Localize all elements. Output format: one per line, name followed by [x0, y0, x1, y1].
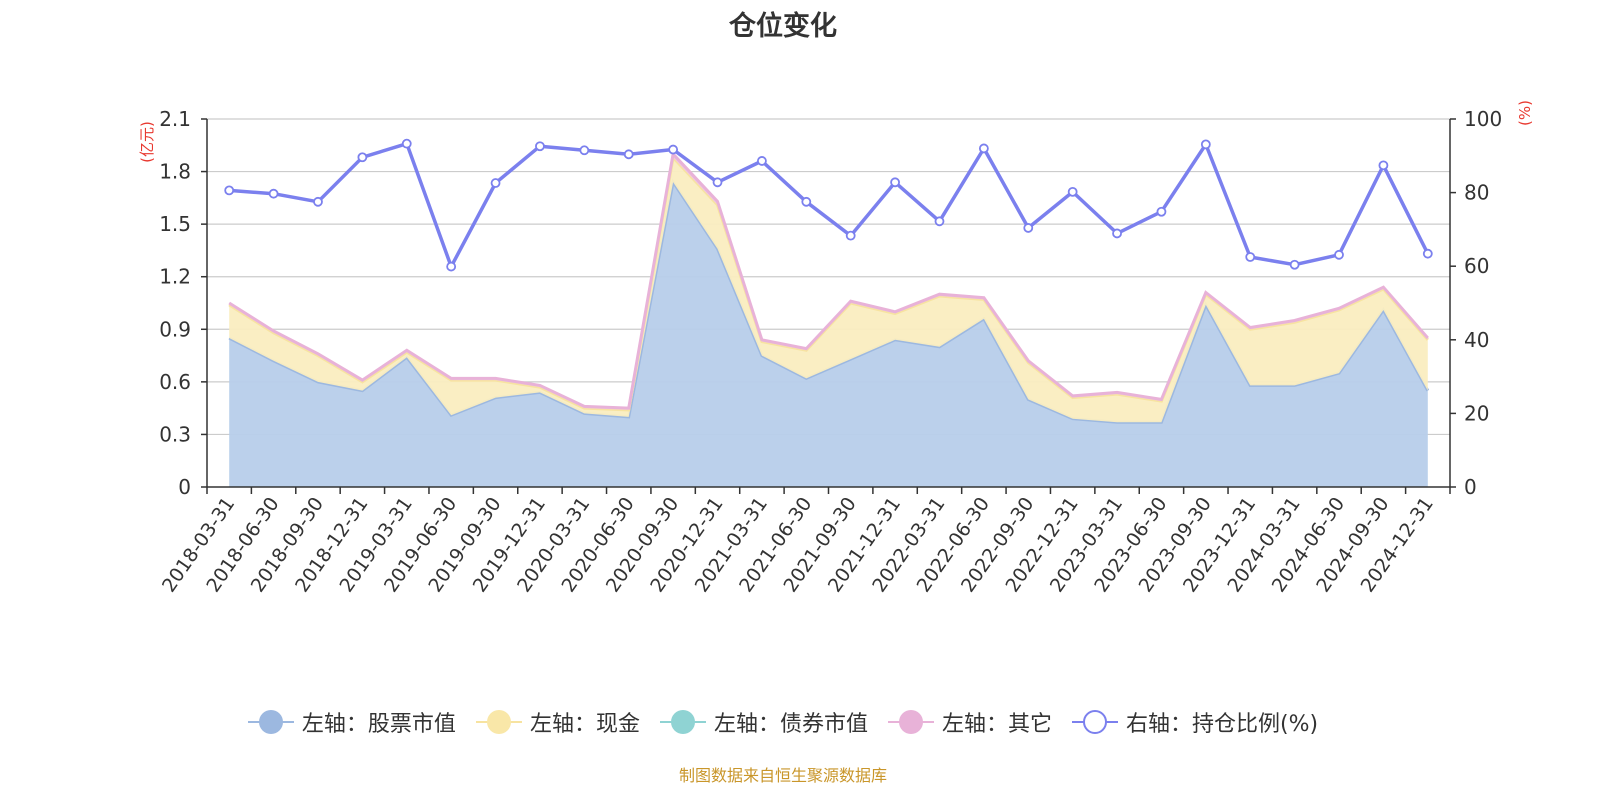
ratio-point — [490, 178, 501, 188]
ratio-point — [668, 144, 679, 155]
legend-cash-icon — [475, 710, 522, 734]
ratio-point — [845, 230, 856, 241]
ratio-point — [757, 156, 767, 166]
legend-item-stock[interactable]: 左轴：股票市值 — [247, 706, 456, 738]
legend-label-bond: 左轴：债券市值 — [713, 712, 868, 737]
right-tick-label: 40 — [1464, 328, 1489, 352]
ratio-point — [579, 145, 590, 156]
ratio-point — [1023, 223, 1034, 233]
legend-bond-icon — [659, 710, 706, 734]
ratio-point — [535, 141, 545, 152]
ratio-point — [978, 143, 989, 154]
right-axis-unit: (%) — [1516, 100, 1534, 126]
ratio-point — [224, 185, 235, 196]
ratio-point — [446, 261, 457, 272]
ratio-point — [1112, 228, 1122, 239]
ratio-point — [1245, 252, 1256, 262]
left-tick-label: 0.3 — [159, 422, 191, 446]
left-tick-label: 1.8 — [159, 160, 191, 184]
left-axis-unit: (亿元) — [138, 121, 156, 163]
left-tick-label: 1.2 — [159, 265, 191, 289]
legend-item-bond[interactable]: 左轴：债券市值 — [659, 706, 868, 738]
legend-other-icon — [887, 710, 934, 734]
stacked-areas — [228, 150, 1430, 487]
area-左轴：股票市值 — [229, 182, 1428, 487]
right-tick-label: 20 — [1464, 401, 1489, 425]
data-source-note: 制图数据来自恒生聚源数据库 — [678, 766, 887, 785]
ratio-point — [1289, 259, 1300, 270]
legend-ratio-icon — [1071, 710, 1118, 734]
legend-label-ratio: 右轴：持仓比例(%) — [1125, 712, 1319, 737]
left-tick-label: 2.1 — [159, 107, 191, 131]
chart-plot: 00.30.60.91.21.51.82.10204060801002018-0… — [138, 100, 1534, 596]
right-tick-label: 60 — [1464, 254, 1489, 278]
legend-item-cash[interactable]: 左轴：现金 — [475, 706, 640, 738]
left-tick-label: 0 — [178, 475, 191, 499]
legend-item-ratio[interactable]: 右轴：持仓比例(%) — [1071, 706, 1319, 738]
legend-label-cash: 左轴：现金 — [529, 712, 640, 737]
legend-stock-icon — [247, 710, 294, 734]
legend-item-other[interactable]: 左轴：其它 — [887, 706, 1052, 738]
ratio-point — [313, 196, 323, 207]
right-tick-label: 80 — [1464, 181, 1489, 205]
ratio-point — [401, 138, 412, 149]
ratio-point — [1156, 206, 1167, 217]
ratio-point — [1334, 249, 1344, 260]
chart-title: 仓位变化 — [729, 11, 837, 42]
ratio-point — [712, 177, 723, 188]
right-tick-label: 100 — [1464, 107, 1502, 131]
ratio-point — [890, 177, 900, 188]
ratio-point — [1422, 248, 1433, 259]
ratio-line-path — [229, 141, 1430, 269]
right-tick-label: 0 — [1464, 475, 1477, 499]
ratio-point — [1067, 186, 1078, 197]
ratio-point — [801, 196, 812, 207]
ratio-point — [1200, 139, 1211, 150]
left-tick-label: 1.5 — [159, 212, 191, 236]
ratio-point — [1378, 160, 1389, 171]
legend: 左轴：股票市值 左轴：现金 左轴：债券市值 左轴：其它 右轴：持仓比例(%) — [0, 706, 1566, 738]
ratio-point — [934, 216, 945, 227]
ratio-point — [268, 188, 279, 199]
legend-label-stock: 左轴：股票市值 — [301, 712, 456, 737]
ratio-point — [357, 152, 368, 163]
left-tick-label: 0.9 — [159, 317, 191, 341]
left-tick-label: 0.6 — [159, 370, 191, 394]
ratio-point — [623, 149, 634, 160]
area-edge-左轴：其它 — [228, 150, 1429, 410]
legend-label-other: 左轴：其它 — [941, 712, 1052, 737]
ratio-line — [224, 138, 1433, 272]
